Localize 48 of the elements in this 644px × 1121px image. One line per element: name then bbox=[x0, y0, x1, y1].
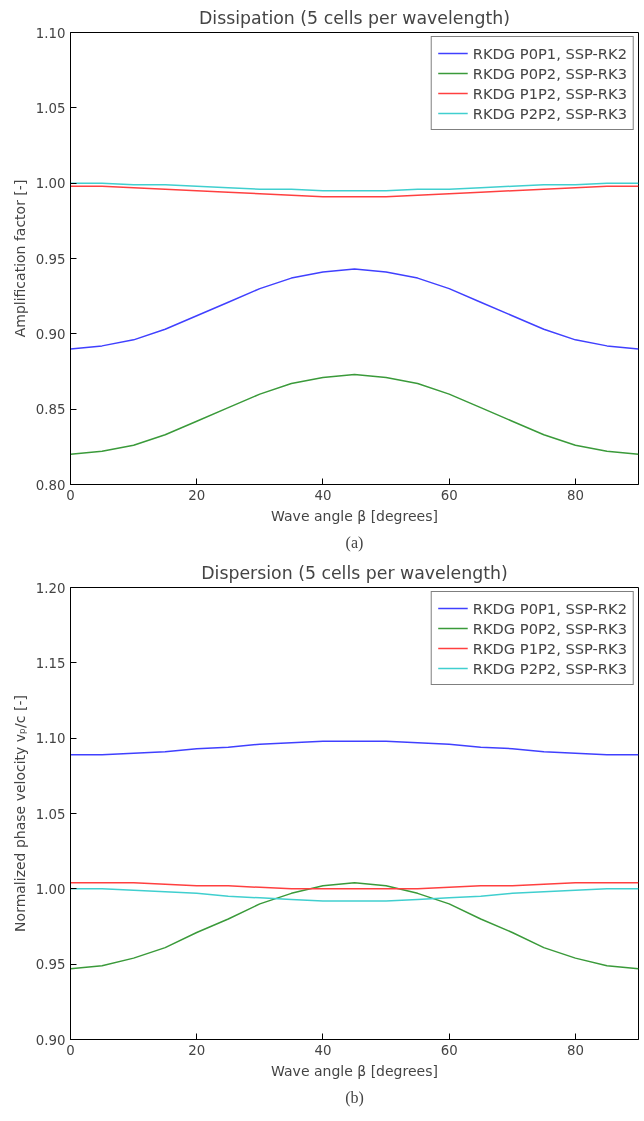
y-tick-label: 0.95 bbox=[35, 251, 66, 267]
x-tick-label: 20 bbox=[188, 1042, 206, 1058]
y-tick-label: 1.05 bbox=[35, 806, 66, 822]
line-series bbox=[70, 182, 639, 192]
x-tick-label: 0 bbox=[66, 1042, 75, 1058]
text: (a) bbox=[345, 533, 364, 552]
chart-title: Dissipation (5 cells per wavelength) bbox=[199, 7, 510, 28]
line-series bbox=[70, 882, 639, 890]
y-tick-label: 1.10 bbox=[35, 731, 66, 747]
line-series bbox=[70, 185, 639, 198]
y-tick-label: 1.20 bbox=[35, 580, 66, 596]
chart-title: Dispersion (5 cells per wavelength) bbox=[201, 562, 508, 583]
y-tick-label: 0.85 bbox=[35, 402, 66, 418]
y-tick-label: 1.05 bbox=[35, 100, 66, 116]
y-tick-label: 0.80 bbox=[35, 477, 66, 493]
line-series bbox=[70, 888, 639, 902]
line-series bbox=[70, 882, 639, 970]
x-tick-label: 0 bbox=[66, 487, 75, 503]
legend-label: RKDG P2P2, SSP-RK3 bbox=[472, 659, 627, 677]
line-series bbox=[70, 740, 639, 756]
y-axis-title: Normalized phase velocity vₚ/c [-] bbox=[11, 695, 28, 932]
y-axis-title: Amplification factor [-] bbox=[11, 179, 28, 338]
y-tick-label: 0.95 bbox=[35, 957, 66, 973]
x-tick-label: 80 bbox=[566, 487, 584, 503]
x-tick-label: 60 bbox=[440, 1042, 458, 1058]
x-tick-label: 60 bbox=[440, 487, 458, 503]
x-axis-title: Wave angle β [degrees] bbox=[271, 507, 438, 524]
legend-label: RKDG P0P1, SSP-RK2 bbox=[472, 44, 627, 62]
x-tick-label: 40 bbox=[314, 487, 332, 503]
y-tick-label: 0.90 bbox=[35, 326, 66, 342]
line-series bbox=[70, 268, 639, 350]
legend-label: RKDG P2P2, SSP-RK3 bbox=[472, 104, 627, 122]
legend-label: RKDG P0P2, SSP-RK3 bbox=[472, 64, 627, 82]
legend-label: RKDG P1P2, SSP-RK3 bbox=[472, 84, 627, 102]
x-tick-label: 20 bbox=[188, 487, 206, 503]
x-axis-title: Wave angle β [degrees] bbox=[271, 1062, 438, 1079]
text: (b) bbox=[345, 1088, 364, 1107]
legend-label: RKDG P0P1, SSP-RK2 bbox=[472, 599, 627, 617]
legend-label: RKDG P0P2, SSP-RK3 bbox=[472, 619, 627, 637]
y-tick-label: 0.90 bbox=[35, 1032, 66, 1048]
line-series bbox=[70, 373, 639, 456]
y-tick-label: 1.15 bbox=[35, 655, 66, 671]
y-tick-label: 1.10 bbox=[35, 25, 66, 41]
x-tick-label: 40 bbox=[314, 1042, 332, 1058]
legend-label: RKDG P1P2, SSP-RK3 bbox=[472, 639, 627, 657]
y-tick-label: 1.00 bbox=[35, 176, 66, 192]
y-tick-label: 1.00 bbox=[35, 881, 66, 897]
x-tick-label: 80 bbox=[566, 1042, 584, 1058]
